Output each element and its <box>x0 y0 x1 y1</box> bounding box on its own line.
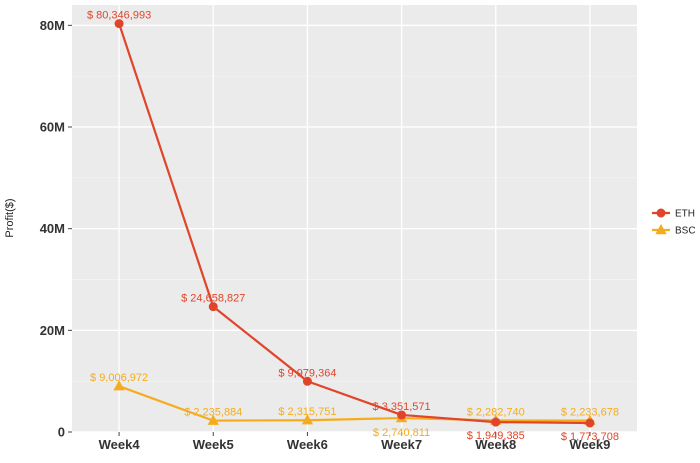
x-tick-label: Week7 <box>381 437 422 452</box>
data-label-bsc: $ 2,233,678 <box>561 407 619 419</box>
data-label-eth: $ 3,351,571 <box>373 401 431 413</box>
data-label-eth: $ 1,949,385 <box>467 430 525 442</box>
data-label-eth: $ 24,658,827 <box>181 293 245 305</box>
y-axis-ticks: 0 20M 40M 60M 80M <box>40 18 72 440</box>
data-label-bsc: $ 2,740,811 <box>373 427 430 439</box>
data-label-bsc: $ 2,282,740 <box>467 406 525 418</box>
data-point-eth <box>397 410 407 420</box>
x-tick-label: Week6 <box>287 437 328 452</box>
x-tick-label: Week4 <box>99 437 141 452</box>
series-line-bsc <box>118 385 590 422</box>
y-tick-label: 60M <box>40 120 65 135</box>
gridlines <box>72 5 637 433</box>
data-label-bsc: $ 9,006,972 <box>90 372 148 384</box>
legend-marker-bsc <box>655 224 667 235</box>
plot-panel <box>72 5 637 432</box>
data-point-bsc <box>207 414 219 425</box>
x-tick-label: Week8 <box>475 437 516 452</box>
data-point-eth <box>302 376 312 386</box>
data-labels: $ 80,346,993 $ 24,658,827 $ 9,979,364 $ 3,3… <box>87 10 619 443</box>
y-tick-label: 0 <box>58 425 65 440</box>
data-point-eth <box>208 302 218 312</box>
y-tick-label: 20M <box>40 323 65 338</box>
legend-label-bsc: BSC <box>675 226 696 237</box>
y-tick-label: 80M <box>40 18 65 33</box>
data-point-eth <box>491 417 501 427</box>
data-label-eth: $ 9,979,364 <box>278 367 336 379</box>
data-point-eth <box>114 19 124 29</box>
x-tick-label: Week9 <box>569 437 610 452</box>
data-point-bsc <box>301 414 314 425</box>
data-point-eth <box>585 418 595 428</box>
legend-marker-eth <box>656 208 666 218</box>
x-tick-label: Week5 <box>193 437 234 452</box>
legend: ETH BSC <box>652 208 696 237</box>
data-label-eth: $ 80,346,993 <box>87 10 151 22</box>
data-label-bsc: $ 2,315,751 <box>278 406 336 418</box>
legend-label-eth: ETH <box>675 209 695 220</box>
series-lines <box>113 19 596 428</box>
x-axis-ticks: Week4 Week5 Week6 Week7 Week8 Week9 <box>99 432 610 452</box>
series-line-eth <box>118 23 590 425</box>
data-label-eth: $ 1,773,708 <box>561 431 619 443</box>
data-point-bsc <box>113 380 125 391</box>
y-axis-title: Profit($) <box>4 198 16 237</box>
y-tick-label: 40M <box>40 221 65 236</box>
data-label-bsc: $ 2,235,884 <box>184 407 242 419</box>
